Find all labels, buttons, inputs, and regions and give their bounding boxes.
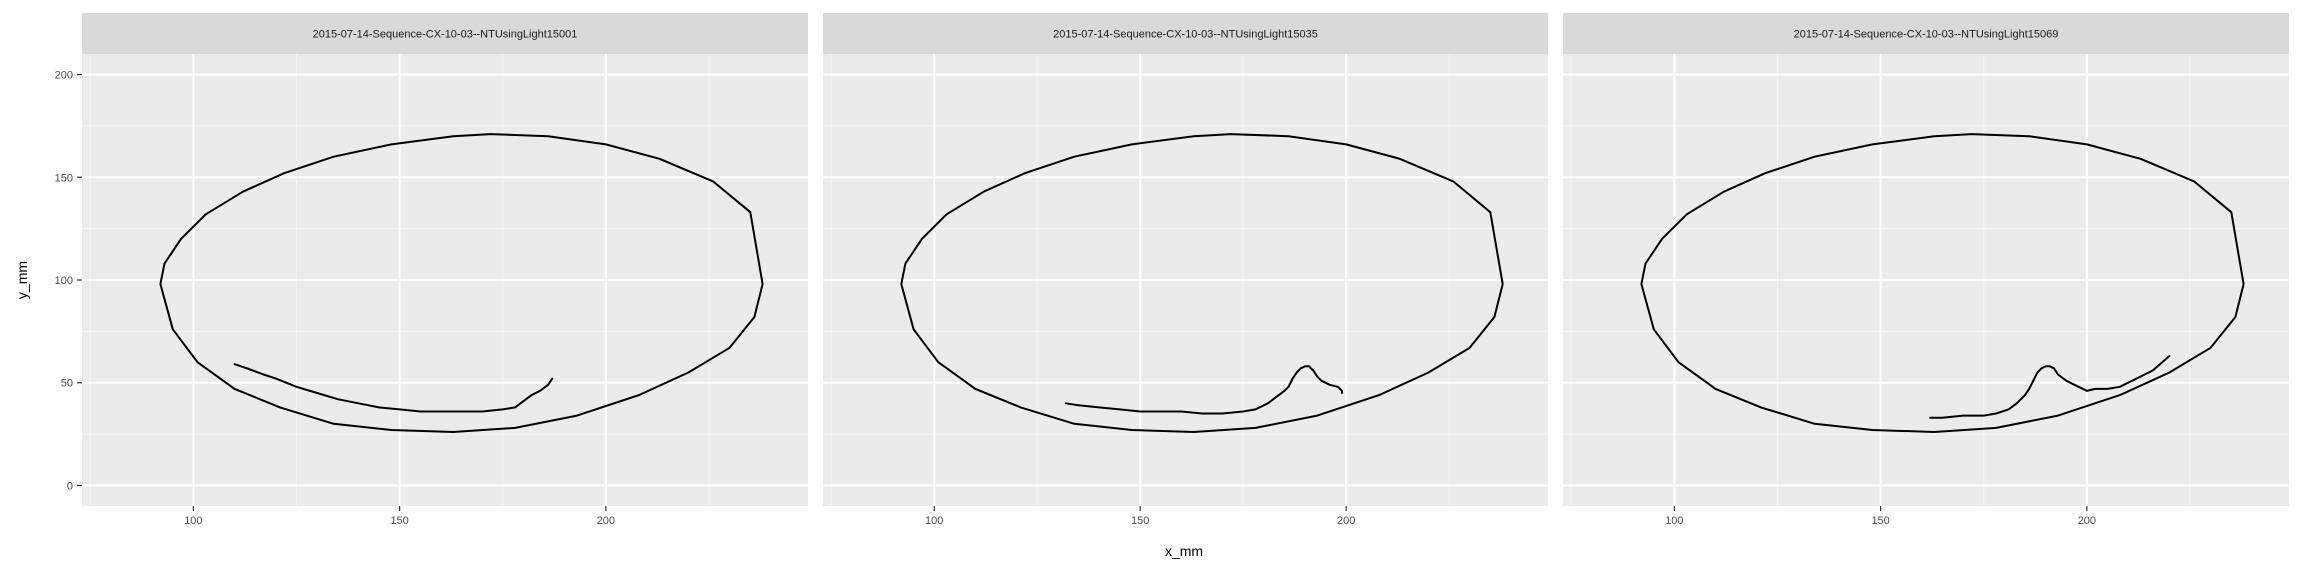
series-line-ellipse [159,133,764,433]
x-axis-title: x_mm [1165,543,1203,559]
x-tick-label: 200 [2078,515,2096,527]
facet-title: 2015-07-14-Sequence-CX-10-03--NTUsingLig… [1794,29,2059,41]
series-line-ellipse [900,133,1504,433]
x-tick-label: 150 [390,515,408,527]
series-line-trace [1929,355,2171,419]
x-tick-label: 100 [184,515,202,527]
facets-layer: 2015-07-14-Sequence-CX-10-03--NTUsingLig… [82,13,2289,527]
series-line-trace [1065,365,1343,415]
series-line-trace [233,363,554,413]
x-tick-label: 200 [597,515,615,527]
x-tick-label: 200 [1337,515,1355,527]
facet-strip [823,13,1548,54]
y-tick-label: 50 [61,378,73,390]
y-tick-label: 200 [55,70,73,82]
y-tick-label: 150 [55,172,73,184]
x-tick-label: 100 [1665,515,1683,527]
facet-panel: 2015-07-14-Sequence-CX-10-03--NTUsingLig… [1563,13,2289,527]
y-axis: 0 50 100 150 200 [55,70,82,492]
x-tick-label: 150 [1131,515,1149,527]
x-tick-label: 150 [1871,515,1889,527]
facet-title: 2015-07-14-Sequence-CX-10-03--NTUsingLig… [313,29,578,41]
x-tick-label: 100 [925,515,943,527]
y-axis-title: y_mm [14,261,30,299]
facet-title: 2015-07-14-Sequence-CX-10-03--NTUsingLig… [1053,29,1318,41]
facet-panel: 2015-07-14-Sequence-CX-10-03--NTUsingLig… [823,13,1548,527]
y-tick-label: 0 [67,480,73,492]
facet-strip [82,13,808,54]
y-tick-label: 100 [55,275,73,287]
facet-strip [1563,13,2289,54]
facet-panel: 2015-07-14-Sequence-CX-10-03--NTUsingLig… [82,13,808,527]
series-line-ellipse [1640,133,2245,433]
